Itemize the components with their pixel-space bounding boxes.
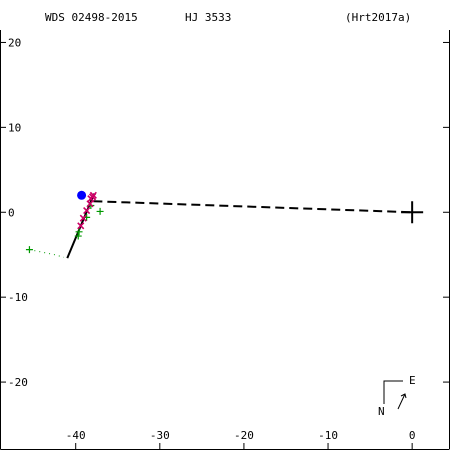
green-residual-trail [29, 249, 65, 258]
green-measure-point [75, 228, 83, 236]
node-line [93, 200, 413, 214]
x-tick-label: -40 [66, 429, 86, 442]
compass-axes [383, 380, 403, 404]
magenta-measure-point [83, 207, 91, 215]
magenta-measure-point [79, 214, 87, 222]
header-reference: (Hrt2017a) [345, 11, 411, 24]
y-tick-label: 0 [8, 206, 15, 219]
y-tick-label: 10 [8, 121, 21, 134]
x-tick-label: 0 [409, 429, 416, 442]
green-measure-point [74, 232, 82, 240]
x-tick-label: -10 [318, 429, 338, 442]
x-tick-label: -30 [150, 429, 170, 442]
green-measure-point [25, 246, 33, 254]
y-tick-label: -10 [8, 291, 28, 304]
primary-star-marker [401, 201, 424, 224]
magenta-measure-point [77, 222, 85, 230]
chart-header: WDS 02498-2015 HJ 3533 (Hrt2017a) [45, 11, 411, 24]
y-tick-label: -20 [8, 376, 28, 389]
compass-north-label: N [378, 405, 385, 418]
compass-indicator: E N [378, 374, 416, 418]
first-measure-point [77, 190, 87, 200]
header-star-name: HJ 3533 [185, 11, 231, 24]
x-tick-label: -20 [234, 429, 254, 442]
compass-east-label: E [409, 374, 416, 387]
motion-arrow-icon [397, 393, 407, 410]
header-wds-label: WDS 02498-2015 [45, 11, 138, 24]
magenta-measure-point [89, 191, 97, 199]
green-measure-point [96, 207, 104, 215]
y-tick-label: 20 [8, 36, 21, 49]
axes [0, 30, 450, 450]
